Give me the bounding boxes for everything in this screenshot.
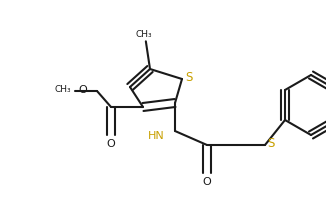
Text: S: S [267,137,275,150]
Text: HN: HN [148,130,165,140]
Text: CH₃: CH₃ [136,30,152,39]
Text: O: O [107,138,115,148]
Text: O: O [78,85,87,95]
Text: O: O [203,176,211,186]
Text: S: S [185,71,193,84]
Text: CH₃: CH₃ [54,85,71,94]
